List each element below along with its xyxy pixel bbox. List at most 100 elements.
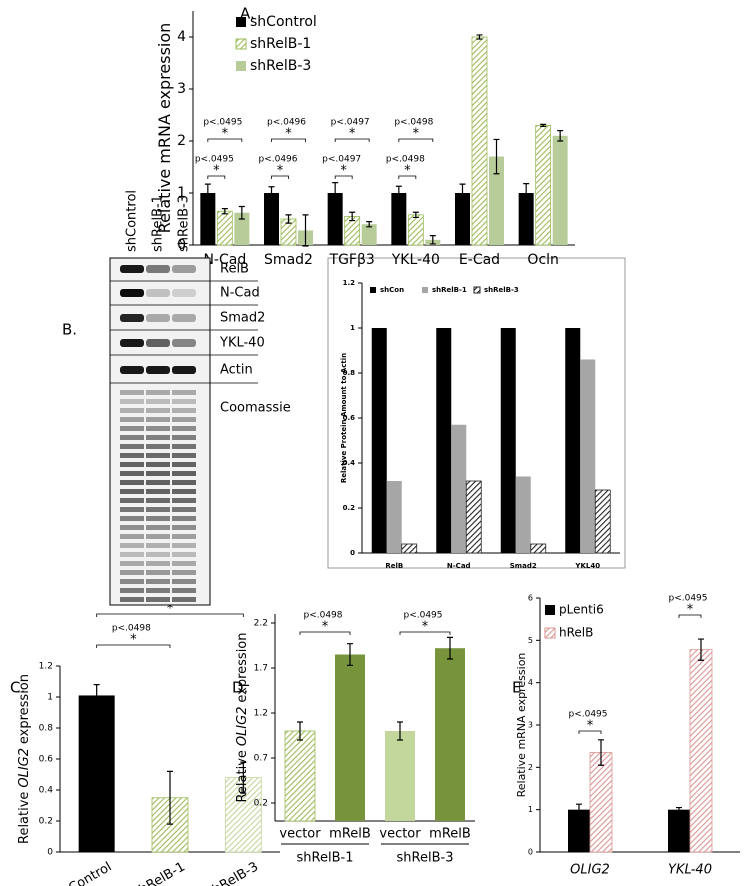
- y-tick-label: 2: [528, 763, 533, 772]
- significance-bracket: [96, 644, 171, 648]
- error-bar: [476, 34, 483, 40]
- y-tick-label: 2: [177, 133, 186, 149]
- coomassie-band: [172, 471, 196, 476]
- y-axis-label-part: Relative mRNA expression: [515, 653, 528, 798]
- y-tick-label: 4: [528, 678, 533, 687]
- x-tick-label: Ocln: [527, 252, 558, 268]
- x-tick-label: N-Cad: [203, 252, 246, 268]
- y-tick-label: 5: [528, 636, 533, 645]
- blot-band: [172, 265, 196, 273]
- legend-label: shRelB-3: [484, 286, 519, 294]
- coomassie-band: [146, 498, 170, 503]
- x-tick-label: Smad2: [264, 252, 313, 268]
- row-label: Actin: [220, 363, 253, 378]
- y-tick-label: 2.2: [254, 619, 268, 629]
- error-bar: [297, 721, 303, 741]
- bar: [455, 193, 470, 245]
- error-bar: [493, 138, 500, 175]
- coomassie-band: [146, 552, 170, 557]
- significance-bracket: [678, 614, 702, 618]
- blot-band: [120, 265, 144, 273]
- significance-bracket: [399, 631, 451, 635]
- significance-bracket: [96, 613, 244, 617]
- coomassie-band: [146, 408, 170, 413]
- error-bar: [302, 214, 309, 247]
- coomassie-band: [120, 462, 144, 467]
- y-tick-label: 0.4: [39, 786, 54, 796]
- y-tick-label: 1.2: [39, 662, 53, 672]
- error-bar: [238, 205, 245, 220]
- p-value: p<.0498: [386, 155, 425, 165]
- y-tick-label: 0: [528, 848, 533, 857]
- error-bar: [598, 739, 604, 766]
- p-value: p<.0495: [568, 710, 607, 720]
- coomassie-band: [120, 453, 144, 458]
- significance-bracket: [299, 631, 351, 635]
- coomassie-band: [146, 543, 170, 548]
- x-tick-label: mRelB: [429, 827, 471, 842]
- y-tick-label: 0: [350, 549, 355, 557]
- significance-star: *: [322, 620, 329, 635]
- y-tick-label: 0: [177, 237, 186, 253]
- blot-band: [172, 289, 196, 297]
- coomassie-band: [172, 507, 196, 512]
- legend-swatch: [236, 17, 246, 27]
- bar: [500, 328, 516, 553]
- error-bar: [557, 130, 564, 142]
- coomassie-band: [146, 435, 170, 440]
- coomassie-band: [146, 570, 170, 575]
- coomassie-band: [120, 525, 144, 530]
- coomassie-band: [172, 534, 196, 539]
- bar: [518, 193, 534, 245]
- coomassie-band: [146, 507, 170, 512]
- legend-swatch: [422, 287, 428, 293]
- error-bar: [349, 211, 356, 222]
- bar: [535, 125, 552, 246]
- coomassie-band: [120, 570, 144, 575]
- blot-band: [120, 289, 144, 297]
- bar: [327, 193, 343, 245]
- p-value: p<.0496: [267, 118, 306, 128]
- coomassie-band: [146, 588, 170, 593]
- coomassie-band: [146, 489, 170, 494]
- coomassie-band: [146, 525, 170, 530]
- coomassie-band: [146, 417, 170, 422]
- y-axis-label-part: OLIG2: [17, 748, 32, 788]
- lane-label: shControl: [125, 190, 140, 252]
- bar: [530, 543, 547, 554]
- coomassie-band: [172, 489, 196, 494]
- error-bar: [698, 638, 704, 661]
- y-tick-label: 4: [177, 29, 186, 45]
- bar: [435, 648, 465, 821]
- coomassie-band: [120, 561, 144, 566]
- coomassie-band: [120, 543, 144, 548]
- coomassie-band: [120, 417, 144, 422]
- coomassie-band: [172, 417, 196, 422]
- y-axis-label-part: expression: [235, 632, 250, 702]
- bar: [451, 424, 467, 553]
- bar: [589, 752, 613, 853]
- bar: [386, 481, 402, 553]
- coomassie-band: [146, 534, 170, 539]
- bar: [361, 224, 377, 245]
- legend-label: hRelB: [559, 626, 593, 640]
- coomassie-band: [146, 579, 170, 584]
- x-tick-label: N-Cad: [447, 562, 471, 570]
- p-value: p<.0496: [258, 155, 297, 165]
- x-tick-label: vector: [379, 827, 421, 842]
- error-bar: [429, 235, 436, 245]
- bar: [401, 543, 418, 554]
- error-bar: [447, 636, 453, 660]
- y-tick-label: 0: [47, 848, 53, 858]
- error-bar: [332, 182, 339, 204]
- significance-star: *: [277, 164, 284, 179]
- panel-label: D.: [232, 679, 248, 697]
- significance-star: *: [422, 620, 429, 635]
- coomassie-band: [172, 570, 196, 575]
- coomassie-band: [172, 552, 196, 557]
- coomassie-band: [120, 399, 144, 404]
- y-axis-label-part: OLIG2: [235, 707, 250, 747]
- group-label: shRelB-3: [397, 851, 454, 866]
- y-tick-label: 6: [528, 594, 533, 603]
- row-label: RelB: [220, 262, 249, 277]
